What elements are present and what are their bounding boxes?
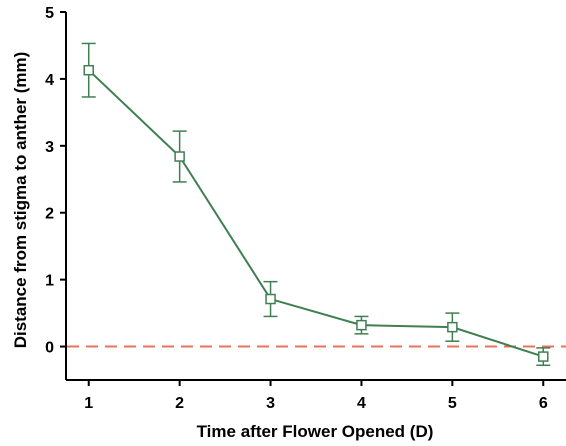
y-tick-label: 5 [45,5,54,22]
x-axis-label: Time after Flower Opened (D) [197,422,434,441]
x-tick-label: 5 [448,395,457,412]
series-line [88,69,544,358]
x-tick-label: 6 [539,395,548,412]
y-tick-label: 1 [45,273,54,290]
y-tick-label: 2 [45,206,54,223]
data-point [356,319,367,331]
x-tick-label: 1 [84,395,93,412]
y-tick-label: 3 [45,139,54,156]
y-axis-label: Distance from stigma to anther (mm) [11,52,30,349]
data-point [447,321,458,333]
data-point [174,151,185,162]
x-tick-label: 3 [266,395,275,412]
data-point [265,293,276,305]
y-tick-label: 4 [45,72,54,89]
x-tick-label: 4 [357,395,366,412]
y-tick-label: 0 [45,340,54,357]
x-tick-label: 2 [175,395,184,412]
plot-area: 0 1 2 3 4 5 1 2 3 4 5 6 [45,5,566,412]
data-point [83,64,94,76]
data-point [538,351,549,362]
